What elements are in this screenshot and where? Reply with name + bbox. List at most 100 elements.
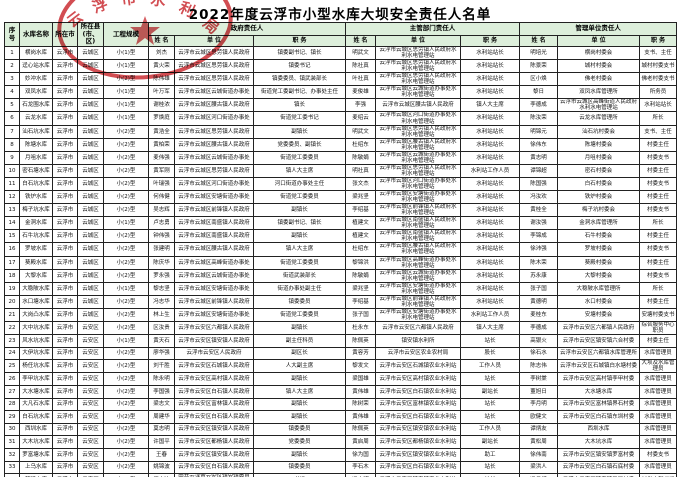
table-cell: 云浮市云城区安塘街道办事处水利水电管理站 (375, 190, 462, 205)
table-cell: 村委主任 (639, 137, 678, 152)
table-cell: 黄伟雄 (345, 384, 377, 399)
table-cell: 水利站站长 (460, 255, 521, 270)
table-cell: 云浮市云城区南盛镇人民政府水利水电管理站 (375, 216, 462, 231)
table-cell: 云浮市 (52, 85, 78, 100)
table-cell: 村委支书 (639, 176, 678, 192)
table-cell: 罗坡水库 (19, 242, 53, 257)
header-reservoir-name: 水库名称 (19, 22, 53, 47)
table-cell: 云浮市云安区白石镇人民政府 (174, 410, 254, 424)
table-cell: 云浮市云城区云城街道办事处水利水电管理站 (375, 268, 462, 283)
table-cell: 周建华 (148, 410, 175, 424)
table-cell: 黎锦洪 (345, 255, 377, 270)
table-cell: 34 (4, 473, 20, 477)
table-cell: 大稳陂水库管理所 (557, 281, 641, 296)
table-cell: 云浮市云城区安塘街道办事处水利水电管理站 (375, 307, 462, 322)
table-cell: 镇委委员 (252, 422, 347, 437)
table-cell: 云浮市云安区镇安镇民强村委 (557, 473, 641, 477)
table-cell: 云浮市云城区思劳镇人民政府 (174, 45, 254, 61)
table-cell: 云浮市云城区思劳镇人民政府水利水电管理站 (375, 163, 462, 178)
table-cell: 张子国 (519, 281, 559, 296)
table-row: 5 石龙围水库 云浮市 云城区 小(1)型 谢桂浓 云浮市云城区腰古镇人民政府 镇长 李强 云浮市… (4, 98, 678, 113)
table-cell: 小(2)型 (103, 435, 149, 449)
table-cell: 大木坑水库 (19, 435, 53, 449)
table-cell: 叶万军 (148, 85, 175, 100)
subheader-position: 职 务 (252, 35, 347, 47)
table-cell: 安塘村委支书 (639, 307, 678, 322)
table-cell: 李石木 (345, 460, 377, 475)
table-cell: 云浮市 (52, 190, 78, 205)
table-row: 31 大木坑水库 云浮市 云安区 小(2)型 许国平 云浮市云安区都杨镇人民政府 党委委员 黄启… (4, 435, 678, 449)
table-cell: 小(1)型 (103, 45, 149, 61)
table-cell: 横岗村委会 (557, 45, 641, 61)
table-cell: 云浮市 (52, 268, 78, 283)
table-cell: 水利站站长 (460, 176, 521, 192)
table-cell: 李国强 (148, 384, 175, 399)
table-cell: 27 (4, 384, 20, 399)
table-cell: 大伊坑水库 (19, 346, 53, 361)
table-cell: 支书、主任 (639, 45, 678, 61)
table-row: 33 上乌水库 云浮市 云安区 小(2)型 姚锦波 云浮市云安区白石镇人民政府 镇委委员 李石木… (4, 460, 678, 475)
subheader-unit: 单 位 (174, 35, 254, 47)
table-cell: 水利站站长 (460, 124, 521, 139)
table-cell: 村委支书 (639, 150, 678, 165)
table-cell: 街道党工委委员 (252, 150, 347, 165)
table-cell: 云城区 (77, 268, 104, 283)
table-cell: 云浮市云安区镇安镇农业水利站 (375, 447, 462, 462)
table-cell: 陈伟雄 (148, 72, 175, 87)
table-cell: 云浮市云城区安塘街道办事处 (174, 190, 254, 205)
table-cell: 村委主任 (639, 334, 678, 348)
table-cell: 汕石坑村委会 (557, 124, 641, 139)
table-cell: 云浮市云安区富林镇人民政府 (174, 397, 254, 412)
table-cell: 明锦元 (519, 124, 559, 139)
table-cell: 云浮市云城区高峰街道人民政府水利水电管理站 (557, 98, 641, 113)
page-title: 2022年度云浮市小型水库大坝安全责任人名单 (188, 7, 492, 23)
table-cell: 小(2)型 (103, 346, 149, 361)
table-cell: 小(2)型 (103, 320, 149, 336)
table-cell: 水利站站长 (460, 216, 521, 231)
table-cell: 云浮市云安区高村镇李甲村委 (557, 372, 641, 386)
table-cell: 谭炳友 (519, 422, 559, 437)
table-cell: 明社真 (345, 163, 377, 178)
table-cell: 工作人员 (460, 422, 521, 437)
table-cell: 云浮市 (52, 320, 78, 336)
table-cell: 水库管理员 (639, 460, 678, 475)
table-cell: 党委委员 (252, 435, 347, 449)
table-cell: 张文杰 (345, 176, 377, 192)
table-cell: 云浮市云安区镇安镇人民政府 (174, 422, 254, 437)
table-cell: 云浮市 (52, 372, 78, 386)
table-cell: 村委支书 (639, 242, 678, 257)
table-cell: 大黎村委会 (557, 268, 641, 283)
table-cell: 云浮市 (52, 176, 78, 192)
table-cell: 大水塘水库 (19, 384, 53, 399)
table-cell: 杜绍东 (345, 137, 377, 152)
table-cell: 云城区 (77, 216, 104, 231)
table-cell: 云浮市云安区石城镇人民政府 (174, 359, 254, 374)
table-cell: 云浮市云城区河口街道办事处水利水电管理站 (375, 111, 462, 126)
table-cell: 黄天石 (148, 334, 175, 348)
table-cell: 小(2)型 (103, 359, 149, 374)
table-row: 30 西圳水库 云浮市 云安区 小(2)型 莫志明 云浮市云安区镇安镇人民政府 镇委委员 陈佩英… (4, 422, 678, 437)
table-cell: 铁炉村委会 (557, 190, 641, 205)
table-cell: 云浮市云城区思劳镇人民政府 (174, 124, 254, 139)
table-row: 18 大黎水库 云浮市 云城区 小(2)型 罗永强 云浮市云城区云城街道办事处 街道武装部长陈… (4, 268, 678, 283)
table-cell: 明武文 (345, 124, 377, 139)
table-cell: 街道党工委副书记、办事处主任 (252, 85, 347, 100)
table-row: 24 大伊坑水库 云浮市 云安区 小(2)型 廖华强 云浮市云安区人民政府 副区长 黄容芳 云浮市… (4, 346, 678, 361)
table-cell: 云城区 (77, 203, 104, 218)
table-cell: 综合服务中心职员 (639, 320, 678, 336)
table-cell: 31 (4, 435, 20, 449)
table-cell: 云城区 (77, 45, 104, 61)
table-row: 17 葵殿水库 云浮市 云城区 小(2)型 陈庆华 云浮市云城区高峰街道办事处 街道党工委委员… (4, 255, 678, 270)
table-cell: 水利站站长 (460, 85, 521, 100)
table-cell: 黄浩全 (148, 124, 175, 139)
table-cell: 陈塘村委会 (557, 137, 641, 152)
table-cell: 云浮市云城区河口街道办事处 (174, 111, 254, 126)
table-cell: 云浮市云安区都杨镇农业水利站 (375, 435, 462, 449)
table-cell: 云浮市云城区前锋镇人民政府水利水电管理站 (375, 203, 462, 218)
table-cell: 黎日 (519, 85, 559, 100)
table-cell: 云城区 (77, 255, 104, 270)
table-cell: 小(2)型 (103, 372, 149, 386)
table-cell: 白石坑水库 (19, 176, 53, 192)
table-cell: 云城区 (77, 85, 104, 100)
table-cell: 云浮市云城区思劳镇人民政府 (174, 72, 254, 87)
